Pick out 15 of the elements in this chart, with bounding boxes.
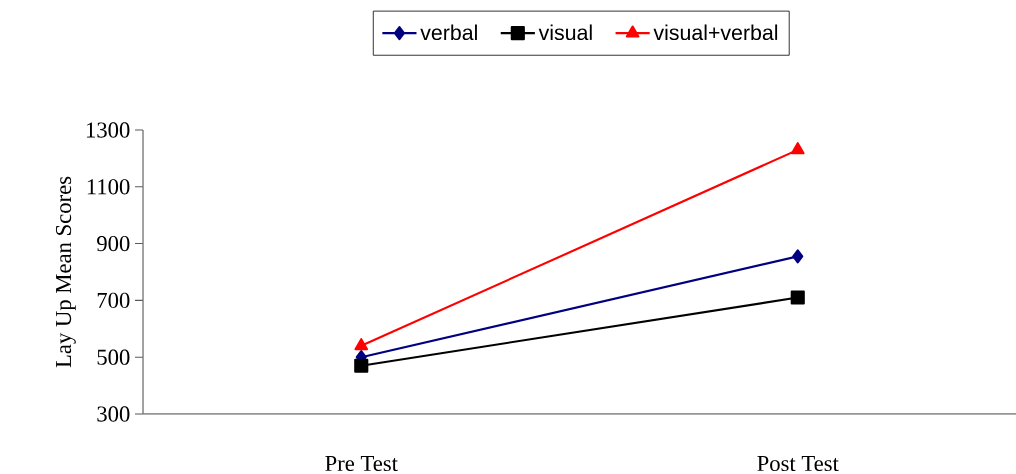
y-tick-label: 1100 (87, 179, 130, 195)
y-tick-label: 500 (97, 349, 130, 365)
y-tick-label: 300 (97, 406, 130, 422)
point (790, 290, 805, 305)
x-tick-label: Post Test (757, 456, 839, 472)
y-tick-label: 1300 (86, 122, 130, 138)
legend-label: verbal (420, 24, 477, 41)
y-tick-label: 900 (97, 235, 130, 252)
point (792, 249, 804, 264)
legend-label: visual+verbal (653, 24, 778, 41)
y-tick-label: 700 (97, 292, 130, 309)
legend-label: visual (538, 24, 592, 41)
point (354, 358, 369, 373)
x-tick-label: Pre Test (325, 456, 398, 472)
y-axis-title: Lay Up Mean Scores (55, 176, 76, 368)
